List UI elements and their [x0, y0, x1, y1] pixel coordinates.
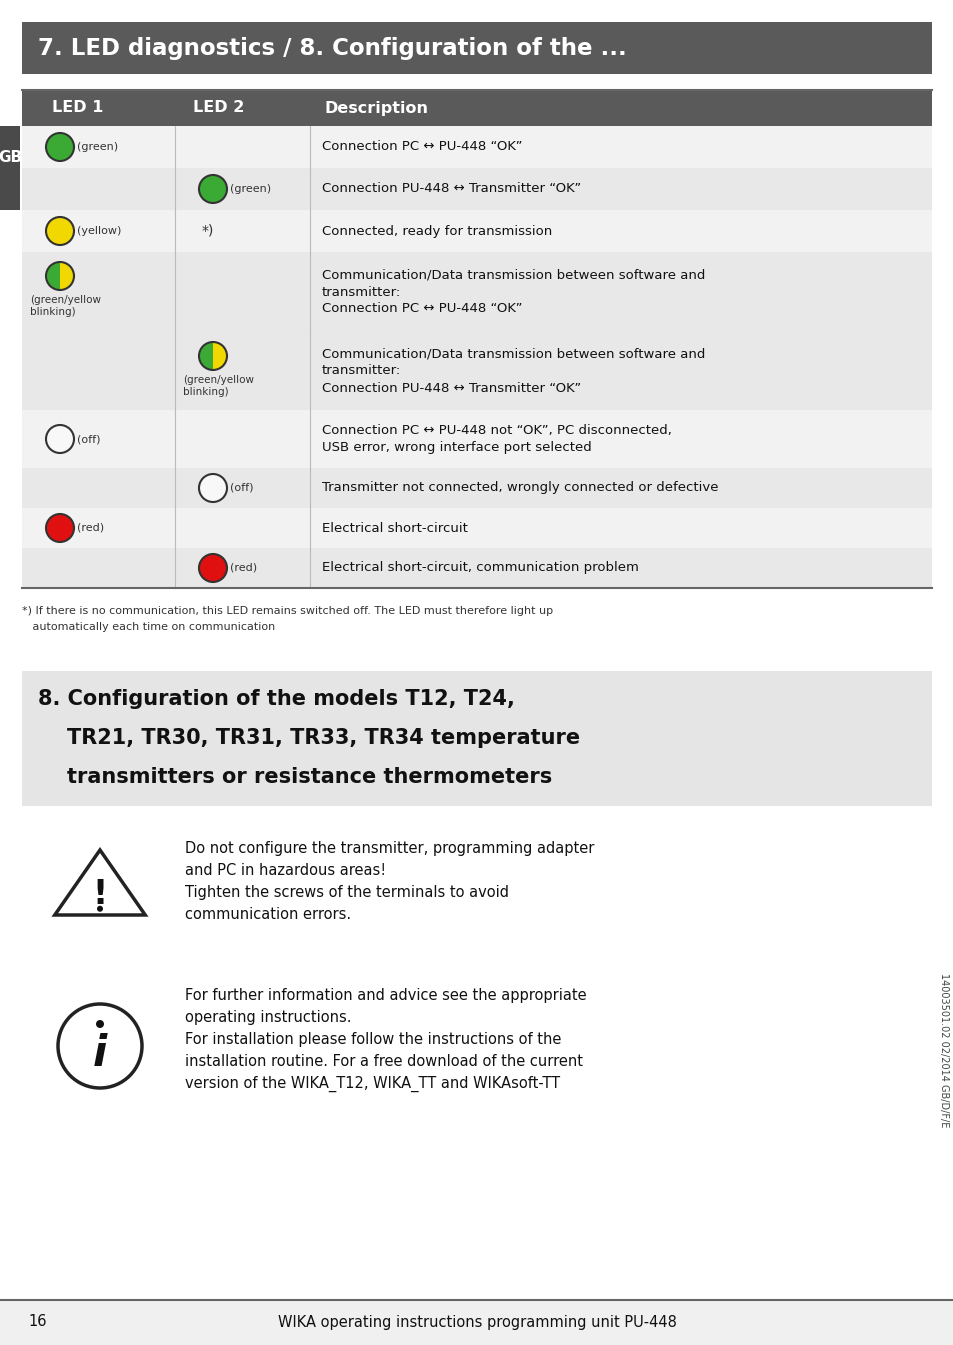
Circle shape — [46, 133, 74, 161]
FancyBboxPatch shape — [22, 126, 931, 168]
Text: automatically each time on communication: automatically each time on communication — [22, 621, 275, 632]
Text: (green): (green) — [230, 184, 271, 194]
FancyBboxPatch shape — [0, 126, 20, 210]
Text: Connected, ready for transmission: Connected, ready for transmission — [322, 225, 552, 238]
Text: and PC in hazardous areas!: and PC in hazardous areas! — [185, 863, 386, 878]
FancyBboxPatch shape — [22, 252, 931, 332]
Circle shape — [46, 217, 74, 245]
Text: USB error, wrong interface port selected: USB error, wrong interface port selected — [322, 441, 591, 455]
Circle shape — [58, 1003, 142, 1088]
Text: Connection PC ↔ PU-448 “OK”: Connection PC ↔ PU-448 “OK” — [322, 140, 522, 153]
Circle shape — [46, 514, 74, 542]
Text: (green): (green) — [77, 143, 118, 152]
Text: TR21, TR30, TR31, TR33, TR34 temperature: TR21, TR30, TR31, TR33, TR34 temperature — [38, 728, 579, 748]
Text: Electrical short-circuit: Electrical short-circuit — [322, 522, 467, 534]
FancyBboxPatch shape — [0, 1301, 953, 1345]
Circle shape — [46, 425, 74, 453]
Text: (green/yellow
blinking): (green/yellow blinking) — [30, 295, 101, 317]
Text: Do not configure the transmitter, programming adapter: Do not configure the transmitter, progra… — [185, 841, 594, 855]
Text: communication errors.: communication errors. — [185, 907, 351, 923]
Text: GB: GB — [0, 151, 22, 165]
Circle shape — [199, 175, 227, 203]
Text: (green/yellow
blinking): (green/yellow blinking) — [183, 375, 253, 397]
Text: Tighten the screws of the terminals to avoid: Tighten the screws of the terminals to a… — [185, 885, 509, 900]
FancyBboxPatch shape — [22, 168, 931, 210]
Wedge shape — [213, 342, 227, 370]
Text: LED 2: LED 2 — [193, 101, 244, 116]
Text: transmitter:: transmitter: — [322, 285, 401, 299]
FancyBboxPatch shape — [22, 410, 931, 468]
Text: installation routine. For a free download of the current: installation routine. For a free downloa… — [185, 1054, 582, 1069]
FancyBboxPatch shape — [22, 210, 931, 252]
Text: Connection PC ↔ PU-448 “OK”: Connection PC ↔ PU-448 “OK” — [322, 303, 522, 316]
Circle shape — [199, 554, 227, 582]
Text: transmitter:: transmitter: — [322, 364, 401, 378]
Text: For installation please follow the instructions of the: For installation please follow the instr… — [185, 1032, 560, 1046]
Text: Communication/Data transmission between software and: Communication/Data transmission between … — [322, 347, 704, 360]
Text: Description: Description — [325, 101, 429, 116]
Wedge shape — [199, 342, 213, 370]
FancyBboxPatch shape — [22, 508, 931, 547]
Text: LED 1: LED 1 — [52, 101, 103, 116]
Text: For further information and advice see the appropriate: For further information and advice see t… — [185, 989, 586, 1003]
Text: *) If there is no communication, this LED remains switched off. The LED must the: *) If there is no communication, this LE… — [22, 607, 553, 616]
FancyBboxPatch shape — [22, 22, 931, 74]
Text: (red): (red) — [77, 523, 104, 533]
Text: Transmitter not connected, wrongly connected or defective: Transmitter not connected, wrongly conne… — [322, 482, 718, 495]
Polygon shape — [54, 850, 145, 915]
Text: Electrical short-circuit, communication problem: Electrical short-circuit, communication … — [322, 561, 639, 574]
FancyBboxPatch shape — [22, 332, 931, 410]
Wedge shape — [60, 262, 74, 291]
Wedge shape — [46, 262, 60, 291]
Text: (off): (off) — [230, 483, 253, 494]
Text: Connection PC ↔ PU-448 not “OK”, PC disconnected,: Connection PC ↔ PU-448 not “OK”, PC disc… — [322, 424, 671, 437]
Text: 14003501.02 02/2014 GB/D/F/E: 14003501.02 02/2014 GB/D/F/E — [938, 972, 948, 1127]
Circle shape — [96, 1020, 104, 1028]
Circle shape — [97, 905, 103, 912]
Text: (yellow): (yellow) — [77, 226, 121, 235]
Text: Communication/Data transmission between software and: Communication/Data transmission between … — [322, 269, 704, 281]
Text: i: i — [92, 1033, 107, 1075]
Text: *): *) — [202, 225, 214, 238]
Text: (off): (off) — [77, 434, 100, 444]
FancyBboxPatch shape — [22, 90, 931, 126]
FancyBboxPatch shape — [22, 547, 931, 588]
Text: WIKA operating instructions programming unit PU-448: WIKA operating instructions programming … — [277, 1314, 676, 1329]
Text: 7. LED diagnostics / 8. Configuration of the ...: 7. LED diagnostics / 8. Configuration of… — [38, 36, 626, 59]
Text: 8. Configuration of the models T12, T24,: 8. Configuration of the models T12, T24, — [38, 689, 515, 709]
Text: !: ! — [92, 878, 108, 911]
Text: version of the WIKA_T12, WIKA_TT and WIKAsoft-TT: version of the WIKA_T12, WIKA_TT and WIK… — [185, 1076, 559, 1092]
Text: Connection PU-448 ↔ Transmitter “OK”: Connection PU-448 ↔ Transmitter “OK” — [322, 183, 580, 195]
Text: Connection PU-448 ↔ Transmitter “OK”: Connection PU-448 ↔ Transmitter “OK” — [322, 382, 580, 394]
FancyBboxPatch shape — [22, 671, 931, 806]
Text: 16: 16 — [28, 1314, 47, 1329]
Circle shape — [199, 473, 227, 502]
FancyBboxPatch shape — [22, 468, 931, 508]
Text: operating instructions.: operating instructions. — [185, 1010, 351, 1025]
Text: transmitters or resistance thermometers: transmitters or resistance thermometers — [38, 767, 552, 787]
Text: (red): (red) — [230, 564, 257, 573]
